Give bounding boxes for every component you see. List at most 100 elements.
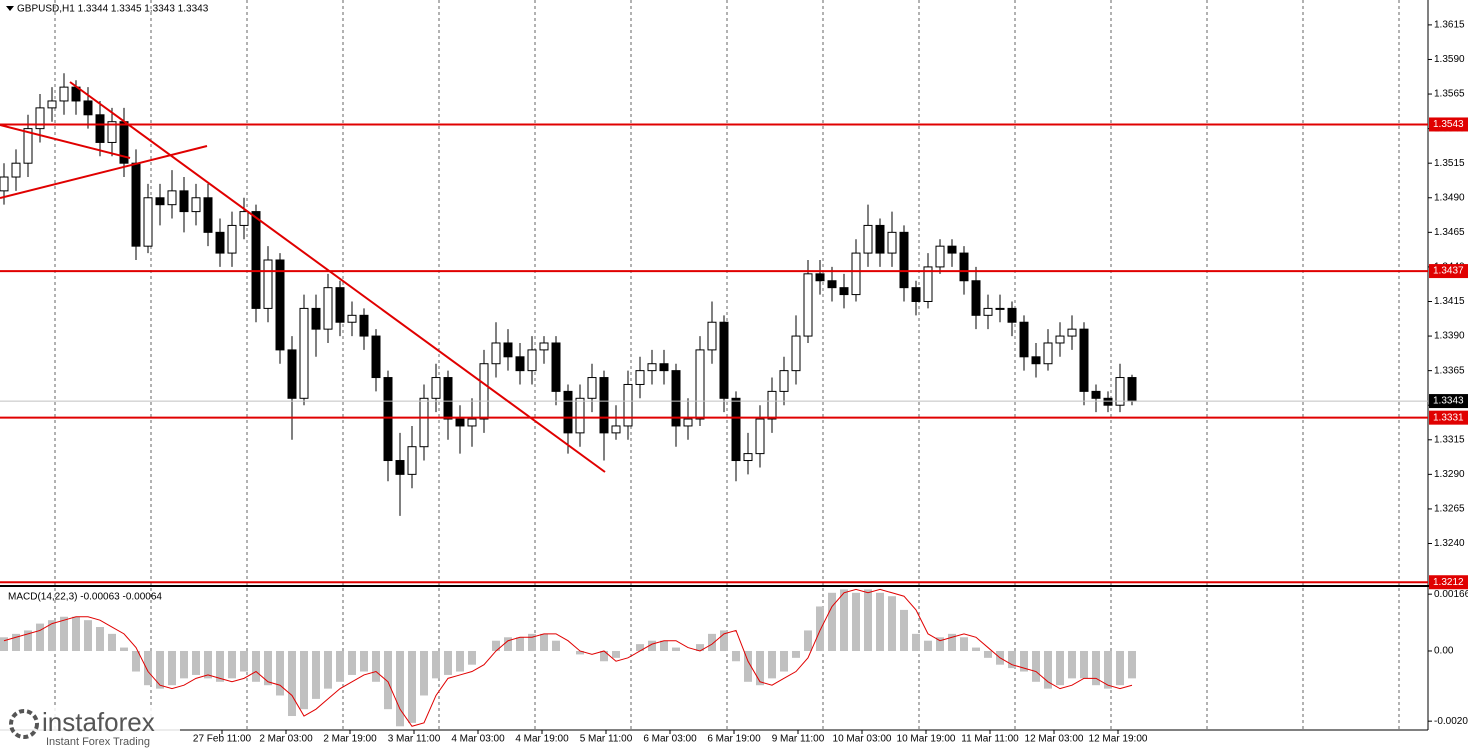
y-tick-label: 1.3465	[1434, 227, 1465, 238]
macd-histogram-bar	[396, 650, 404, 727]
macd-histogram-bar	[228, 650, 236, 679]
menu-arrow[interactable]	[6, 6, 14, 11]
trend-line	[0, 124, 131, 159]
grid	[54, 0, 1400, 730]
candle-body	[1103, 397, 1113, 406]
candle-body	[143, 197, 153, 247]
candle-body	[503, 342, 513, 358]
x-tick-label: 3 Mar 11:00	[388, 734, 441, 745]
macd-histogram-bar	[732, 650, 740, 662]
macd-histogram-bar	[660, 640, 668, 651]
candle-body	[131, 162, 141, 247]
candle-body	[347, 314, 357, 323]
candle-body	[479, 363, 489, 420]
macd-histogram-bar	[372, 650, 380, 682]
macd-histogram-bar	[276, 650, 284, 696]
y-tick-label: 1.3265	[1434, 504, 1465, 515]
candle-body	[959, 252, 969, 282]
candle-body	[83, 100, 93, 116]
candle-body	[467, 418, 477, 427]
candle-body	[719, 321, 729, 399]
macd-histogram-bar	[576, 650, 584, 655]
macd-histogram-bar	[924, 640, 932, 651]
candle-body	[707, 321, 717, 351]
candle-body	[1031, 356, 1041, 365]
trend-line	[0, 145, 208, 199]
candle-body	[275, 259, 285, 351]
candle-body	[587, 377, 597, 399]
level-label: 1.3212	[1433, 577, 1464, 588]
candle-body	[551, 342, 561, 392]
candle-body	[767, 390, 777, 420]
candle-body	[491, 342, 501, 365]
macd-histogram-bar	[648, 640, 656, 651]
candle-body	[611, 425, 621, 434]
candle-body	[911, 287, 921, 302]
x-tick-label: 27 Feb 11:00	[193, 734, 252, 745]
candle-body	[575, 397, 585, 434]
x-tick-label: 2 Mar 03:00	[259, 734, 313, 745]
candle-body	[203, 197, 213, 233]
candle-body	[191, 197, 201, 213]
candle-body	[107, 121, 117, 143]
last-price-box	[1429, 394, 1468, 409]
macd-histogram-bar	[744, 650, 752, 682]
macd-histogram-bar	[336, 650, 344, 682]
level-label-box	[1429, 575, 1468, 590]
macd-histogram-bar	[120, 647, 128, 651]
macd-histogram-bar	[972, 647, 980, 651]
macd-histogram-bar	[1080, 650, 1088, 679]
candle-body	[455, 418, 465, 427]
candle-body	[95, 114, 105, 143]
macd-histogram-bar	[672, 647, 680, 651]
macd-histogram-bar	[960, 637, 968, 651]
candle-body	[1043, 342, 1053, 365]
macd-histogram-bar	[12, 633, 20, 651]
candle-body	[419, 397, 429, 448]
macd-histogram-bar	[456, 650, 464, 672]
candle-body	[779, 370, 789, 392]
chart-title: GBPUSD,H1 1.3344 1.3345 1.3343 1.3343	[17, 4, 209, 15]
macd-histogram-bar	[828, 592, 836, 651]
candle-body	[527, 349, 537, 372]
macd-histogram-bar	[1128, 650, 1136, 679]
candle-body	[155, 197, 165, 206]
candle-body	[563, 390, 573, 434]
macd-histogram-bar	[156, 650, 164, 689]
macd-histogram-bar	[0, 637, 8, 651]
x-tick-label: 6 Mar 19:00	[707, 734, 761, 745]
logo: instaforex Instant Forex Trading	[0, 705, 180, 750]
candle-body	[515, 356, 525, 372]
macd-histogram-bar	[720, 630, 728, 651]
y-tick-label: 1.3290	[1434, 469, 1465, 480]
macd-histogram-bar	[288, 650, 296, 717]
candle-body	[815, 273, 825, 282]
x-tick-label: 6 Mar 03:00	[643, 734, 697, 745]
candle-body	[743, 453, 753, 462]
candle-body	[311, 307, 321, 330]
candle-body	[1007, 307, 1017, 323]
macd-histogram-bar	[384, 650, 392, 710]
macd-histogram-bar	[552, 640, 560, 651]
macd-histogram-bar	[900, 609, 908, 651]
candle-body	[0, 176, 9, 192]
y-tick-label: 1.3365	[1434, 365, 1465, 376]
macd-histogram-bar	[1092, 650, 1100, 686]
candle-body	[35, 107, 45, 130]
candle-body	[443, 377, 453, 420]
macd-histogram-bar	[324, 650, 332, 689]
macd-histogram-bar	[24, 630, 32, 651]
candle-body	[539, 342, 549, 351]
macd-histogram-bar	[792, 650, 800, 658]
macd-histogram-bar	[984, 650, 992, 658]
candle-body	[11, 162, 21, 178]
candle-body	[863, 224, 873, 254]
candle-body	[755, 418, 765, 455]
macd-histogram-bar	[348, 650, 356, 675]
y-tick-label: 1.3590	[1434, 54, 1465, 65]
macd-histogram-bar	[636, 644, 644, 651]
candle-body	[887, 231, 897, 254]
candle-body	[1115, 377, 1125, 406]
